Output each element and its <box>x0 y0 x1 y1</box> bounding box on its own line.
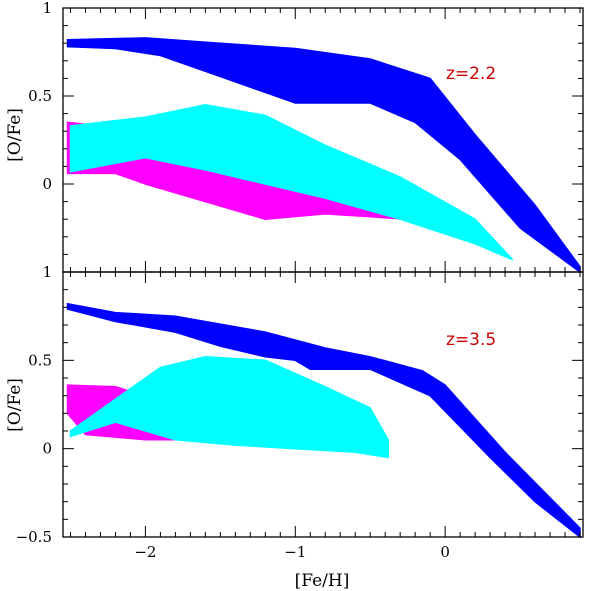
y-tick-label: 1 <box>42 263 52 281</box>
panel-z2.2: 00.51 <box>28 0 584 274</box>
x-tick-label: −1 <box>284 543 306 561</box>
y-tick-label: 0 <box>42 175 52 193</box>
y-tick-label: 0.5 <box>28 87 52 105</box>
plot-frame <box>62 271 584 538</box>
y-tick-label: 0 <box>42 440 52 458</box>
panel-bottom-annotation: z=3.5 <box>446 330 496 350</box>
y-tick-label: 0.5 <box>28 351 52 369</box>
y-tick-label: −0.5 <box>16 528 52 546</box>
x-tick-label: 0 <box>440 543 450 561</box>
x-axis-label: [Fe/H] <box>295 571 350 591</box>
series-band-1 <box>69 356 389 459</box>
x-tick-label: −2 <box>134 543 156 561</box>
y-axis-label-bottom: [O/Fe] <box>5 378 25 432</box>
y-axis-label-top: [O/Fe] <box>5 108 25 162</box>
panel-top-annotation: z=2.2 <box>446 64 496 84</box>
series-band-1 <box>69 104 514 261</box>
panel-z3.5: −2 −1 0 −0.5 0 0.5 1 <box>16 263 584 561</box>
series-band-2 <box>66 302 581 539</box>
y-tick-label: 1 <box>42 0 52 17</box>
series-band-2 <box>66 37 581 274</box>
